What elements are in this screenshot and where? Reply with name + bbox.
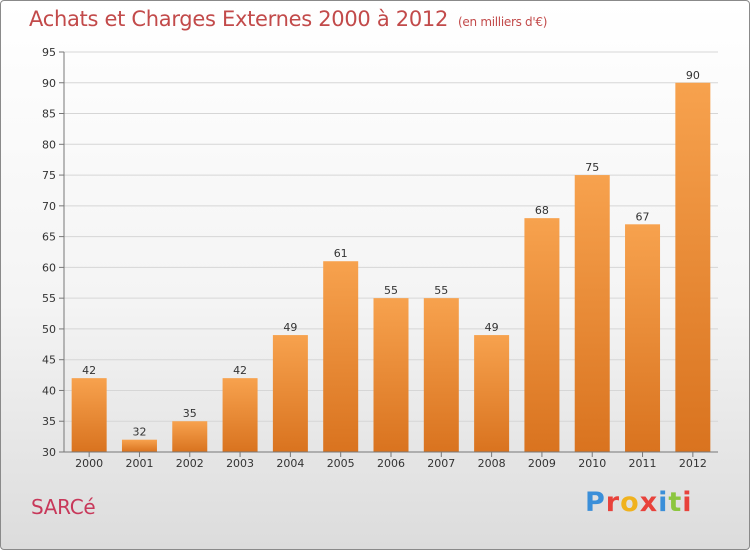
logo-letter: t: [668, 487, 683, 518]
chart-title: Achats et Charges Externes 2000 à 2012 (e…: [29, 7, 547, 31]
y-tick-label: 70: [42, 200, 56, 213]
x-tick-label: 2008: [478, 457, 506, 470]
bar: [71, 378, 107, 452]
y-tick-label: 30: [42, 446, 56, 459]
bar: [524, 218, 560, 452]
bar-value-label: 75: [585, 161, 599, 174]
bar: [272, 335, 308, 452]
y-tick-label: 90: [42, 77, 56, 90]
proxiti-logo[interactable]: Proxiti: [585, 487, 693, 518]
bar: [474, 335, 510, 452]
y-tick-label: 45: [42, 354, 56, 367]
bar: [222, 378, 258, 452]
bar-value-label: 32: [132, 426, 146, 439]
y-tick-label: 55: [42, 292, 56, 305]
axes: 30 35 40 45 50 55 60 65 70 75 80 85 90 95 2000 2001 2002…: [42, 46, 718, 470]
logo-letter: P: [585, 487, 606, 518]
bar: [323, 261, 359, 452]
x-tick-label: 2002: [176, 457, 204, 470]
y-tick-label: 50: [42, 323, 56, 336]
bar: [121, 439, 157, 452]
x-tick-label: 2009: [528, 457, 556, 470]
bar-value-label: 42: [82, 364, 96, 377]
logo-letter: r: [605, 487, 621, 518]
x-tick-label: 2000: [75, 457, 103, 470]
chart-subtitle: (en milliers d'€): [458, 15, 548, 29]
bar-value-label: 49: [283, 321, 297, 334]
x-tick-label: 2005: [327, 457, 355, 470]
bar: [423, 298, 459, 452]
y-tick-label: 65: [42, 231, 56, 244]
bar-value-label: 68: [535, 204, 549, 217]
logo-letter: o: [620, 487, 640, 518]
logo-letter: i: [682, 487, 693, 518]
y-tick-label: 40: [42, 384, 56, 397]
x-tick-label: 2007: [427, 457, 455, 470]
y-tick-label: 85: [42, 108, 56, 121]
logo-letter: i: [658, 487, 669, 518]
y-tick-label: 35: [42, 415, 56, 428]
bar: [172, 421, 208, 452]
x-tick-label: 2010: [578, 457, 606, 470]
logo-letter: x: [639, 487, 659, 518]
y-tick-label: 60: [42, 261, 56, 274]
x-tick-label: 2003: [226, 457, 254, 470]
y-tick-label: 75: [42, 169, 56, 182]
bar: [675, 82, 711, 453]
commune-name: SARCé: [31, 495, 96, 519]
x-tick-label: 2011: [629, 457, 657, 470]
x-tick-label: 2006: [377, 457, 405, 470]
bar-value-label: 67: [636, 210, 650, 223]
bar-value-label: 61: [334, 247, 348, 260]
bar-value-label: 55: [384, 284, 398, 297]
x-tick-label: 2012: [679, 457, 707, 470]
y-tick-label: 95: [42, 46, 56, 59]
bar: [625, 224, 661, 452]
bar-value-label: 55: [434, 284, 448, 297]
bar: [574, 175, 610, 453]
y-tick-label: 80: [42, 138, 56, 151]
bars: 42 32 35 42 49 61 55 55 49 68 75 67 90: [71, 69, 711, 453]
bar-value-label: 90: [686, 69, 700, 82]
bar: [373, 298, 409, 452]
x-tick-label: 2001: [125, 457, 153, 470]
bar-value-label: 35: [183, 407, 197, 420]
bar-value-label: 49: [485, 321, 499, 334]
bar-value-label: 42: [233, 364, 247, 377]
chart-title-text: Achats et Charges Externes 2000 à 2012: [29, 7, 449, 31]
x-tick-label: 2004: [276, 457, 304, 470]
